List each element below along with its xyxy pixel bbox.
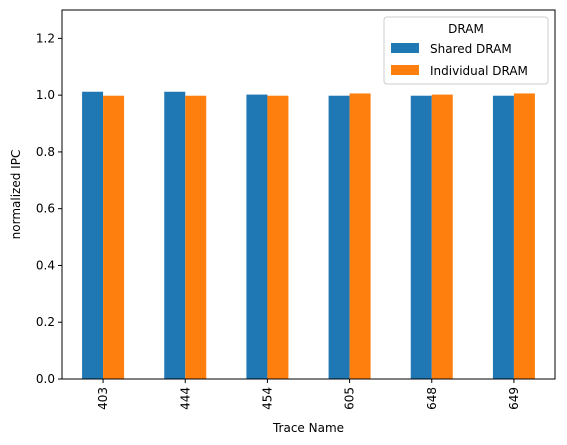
bar-shared-dram-444 bbox=[164, 91, 186, 380]
bar-individual-dram-648 bbox=[431, 94, 453, 379]
y-axis-label: normalized IPC bbox=[9, 150, 23, 240]
y-tick-label: 0.4 bbox=[36, 258, 55, 272]
bar-shared-dram-605 bbox=[328, 95, 350, 380]
y-tick-label: 0.0 bbox=[36, 372, 55, 386]
legend-title: DRAM bbox=[448, 22, 484, 36]
x-axis-ticks: 403 444 454 605 648 649 bbox=[96, 379, 521, 410]
legend-swatch bbox=[391, 65, 419, 75]
bar-individual-dram-649 bbox=[513, 93, 535, 379]
legend: DRAM Shared DRAM Individual DRAM bbox=[383, 16, 549, 85]
bar-shared-dram-648 bbox=[410, 95, 432, 380]
x-tick-label: 649 bbox=[507, 387, 521, 410]
bar-individual-dram-403 bbox=[103, 95, 125, 380]
y-tick-label: 0.8 bbox=[36, 145, 55, 159]
x-tick-label: 605 bbox=[343, 387, 357, 410]
y-tick-label: 1.0 bbox=[36, 88, 55, 102]
bar-individual-dram-605 bbox=[349, 93, 371, 379]
legend-label: Shared DRAM bbox=[430, 42, 512, 56]
bars-layer bbox=[82, 91, 535, 380]
legend-label: Individual DRAM bbox=[430, 64, 528, 78]
legend-swatch bbox=[391, 43, 419, 53]
x-axis-label: Trace Name bbox=[272, 421, 344, 435]
y-tick-label: 0.2 bbox=[36, 315, 55, 329]
bar-individual-dram-444 bbox=[185, 95, 207, 380]
x-tick-label: 403 bbox=[96, 387, 110, 410]
y-tick-label: 1.2 bbox=[36, 31, 55, 45]
legend-items: Shared DRAM Individual DRAM bbox=[391, 42, 528, 78]
bar-shared-dram-454 bbox=[246, 94, 268, 379]
plot-frame bbox=[61, 9, 556, 380]
y-axis-ticks: 0.0 0.2 0.4 0.6 0.8 1.0 1.2 bbox=[36, 31, 62, 386]
y-tick-label: 0.6 bbox=[36, 202, 55, 216]
x-tick-label: 444 bbox=[178, 387, 192, 410]
bar-shared-dram-649 bbox=[492, 95, 514, 380]
bar-shared-dram-403 bbox=[82, 91, 104, 380]
legend-box bbox=[383, 16, 549, 85]
x-tick-label: 454 bbox=[260, 387, 274, 410]
x-tick-label: 648 bbox=[425, 387, 439, 410]
bar-individual-dram-454 bbox=[267, 95, 289, 380]
